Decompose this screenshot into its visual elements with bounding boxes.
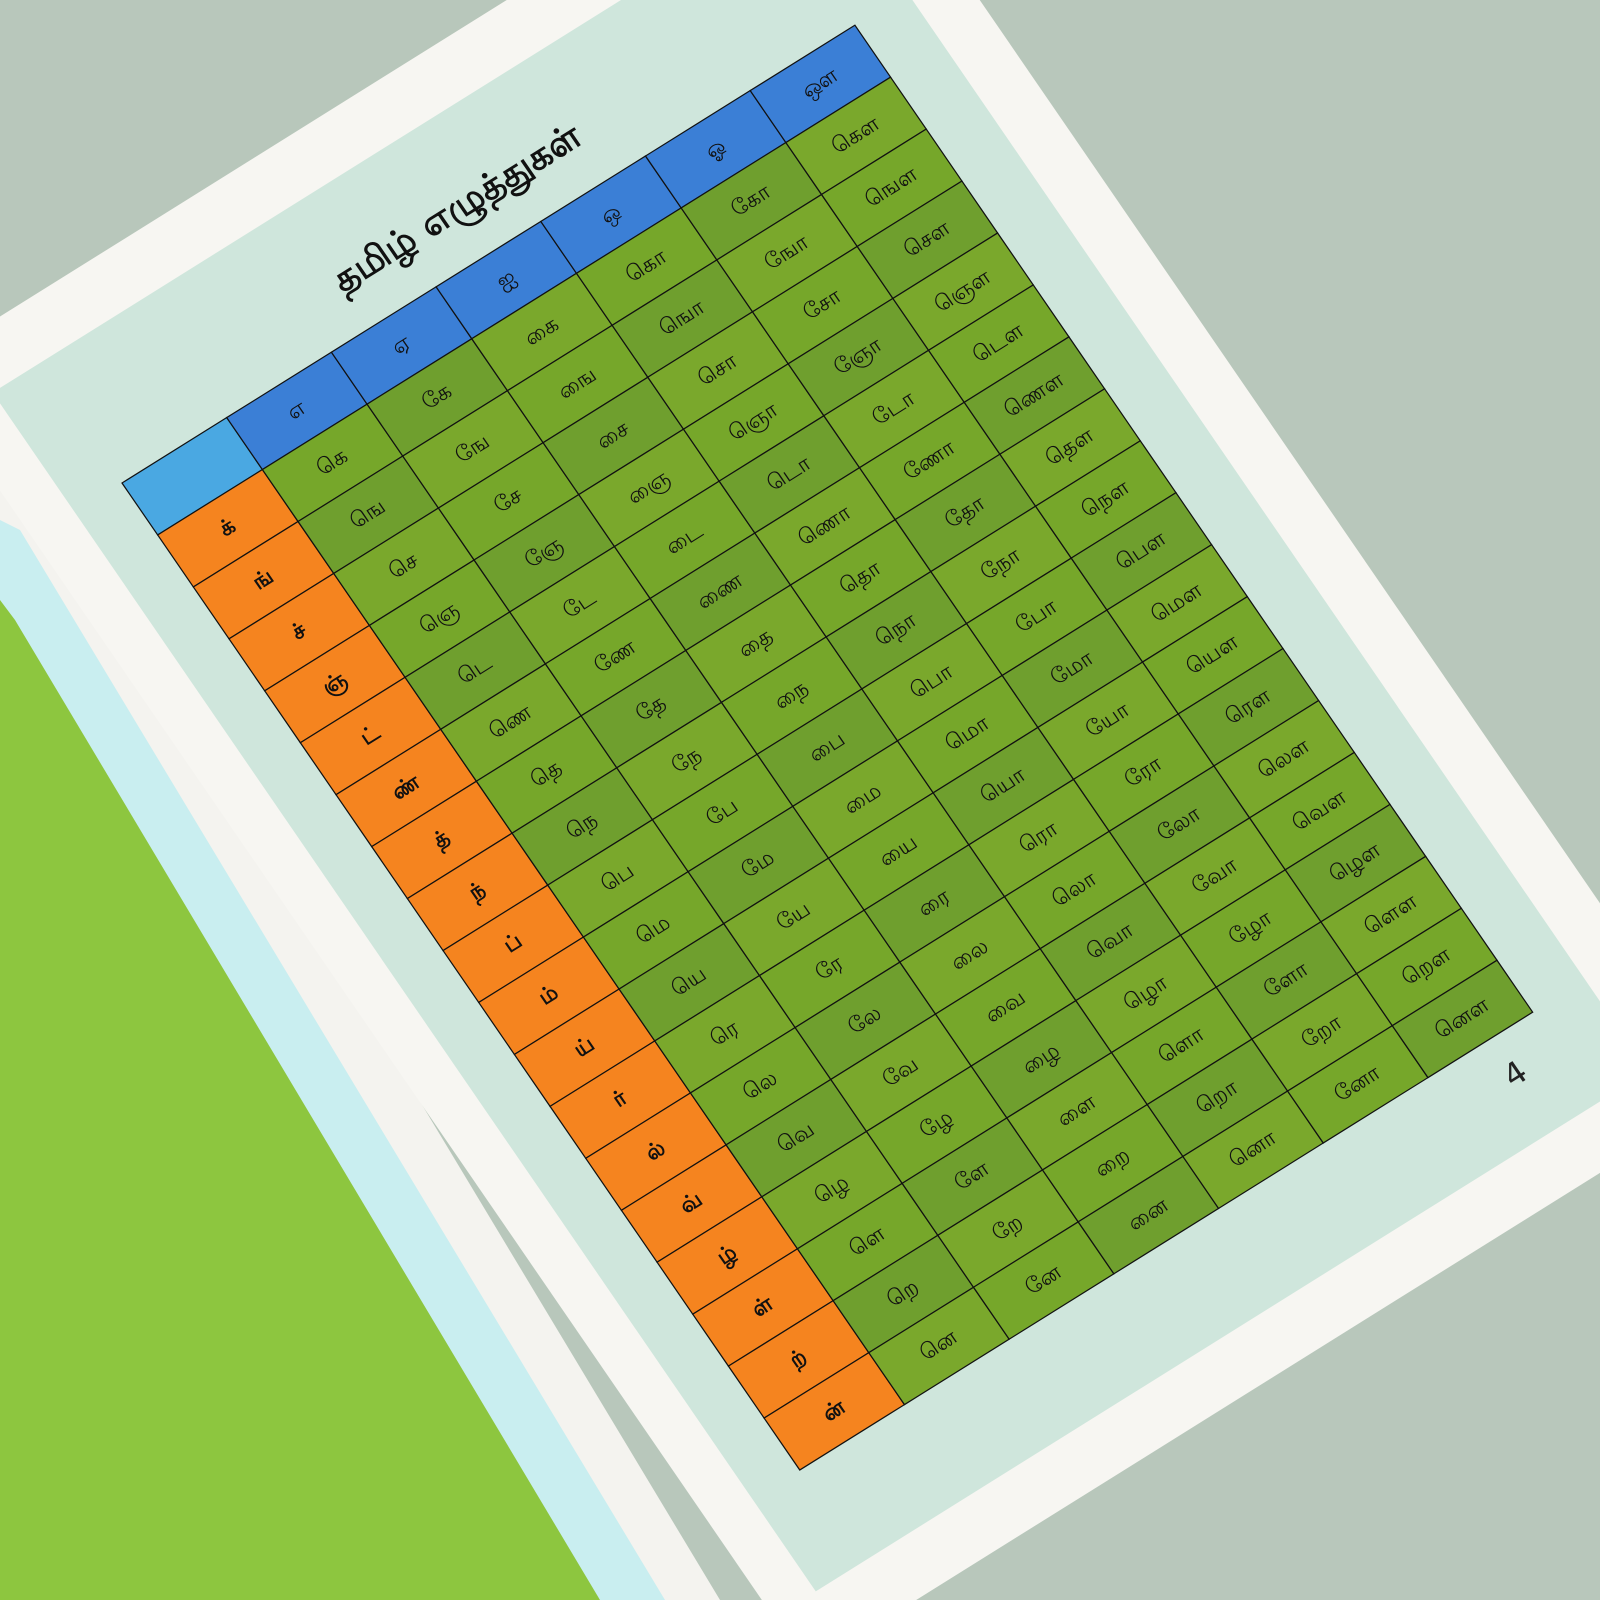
letter-cell [1391, 959, 1534, 1079]
left-page-table [0, 600, 600, 1600]
